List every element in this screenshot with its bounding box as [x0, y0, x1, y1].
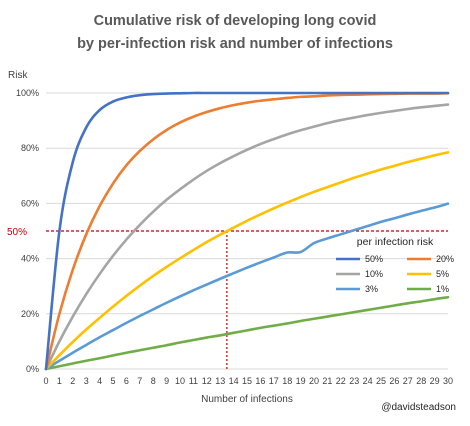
y-tick-label-3: 60%	[21, 198, 39, 208]
x-tick-label-2: 2	[70, 376, 75, 386]
x-tick-label-25: 25	[376, 376, 386, 386]
y-tick-label-1: 20%	[21, 309, 39, 319]
y-tick-labels: 0% 20% 40% 60% 80% 100%	[16, 88, 39, 374]
x-tick-label-18: 18	[282, 376, 292, 386]
series-line-5pct	[44, 151, 450, 371]
x-tick-label-10: 10	[175, 376, 185, 386]
legend-label-10pct: 10%	[365, 269, 383, 279]
x-tick-label-26: 26	[389, 376, 399, 386]
x-tick-label-9: 9	[164, 376, 169, 386]
x-tick-label-30: 30	[443, 376, 453, 386]
y-tick-label-4: 80%	[21, 143, 39, 153]
y-tick-label-5: 100%	[16, 88, 39, 98]
x-tick-label-5: 5	[110, 376, 115, 386]
legend-label-1pct: 1%	[436, 284, 449, 294]
y-axis-label: Risk	[8, 70, 28, 81]
x-tick-label-3: 3	[84, 376, 89, 386]
chart-title-line-2: by per-infection risk and number of infe…	[77, 36, 393, 52]
x-tick-label-15: 15	[242, 376, 252, 386]
x-tick-label-16: 16	[255, 376, 265, 386]
x-tick-label-27: 27	[403, 376, 413, 386]
x-tick-label-20: 20	[309, 376, 319, 386]
chart-title-line-1: Cumulative risk of developing long covid	[94, 13, 377, 29]
x-tick-label-24: 24	[363, 376, 373, 386]
y-tick-label-2: 40%	[21, 254, 39, 264]
x-tick-label-0: 0	[43, 376, 48, 386]
legend: per infection risk 50% 20% 10% 5% 3% 1%	[336, 236, 454, 294]
legend-label-50pct: 50%	[365, 254, 383, 264]
x-tick-label-17: 17	[269, 376, 279, 386]
series-line-1pct	[44, 295, 450, 371]
reference-label-0: 50%	[7, 227, 27, 238]
x-tick-label-28: 28	[416, 376, 426, 386]
x-tick-label-6: 6	[124, 376, 129, 386]
x-tick-label-29: 29	[430, 376, 440, 386]
x-axis-label: Number of infections	[201, 394, 293, 405]
series-line-10pct	[44, 103, 450, 371]
annotation-layer: 50%	[7, 227, 448, 369]
legend-label-20pct: 20%	[436, 254, 454, 264]
series-line-3pct	[44, 202, 450, 371]
x-tick-label-7: 7	[137, 376, 142, 386]
x-tick-label-13: 13	[215, 376, 225, 386]
x-tick-label-19: 19	[296, 376, 306, 386]
series-layer	[44, 91, 450, 371]
legend-label-5pct: 5%	[436, 269, 449, 279]
series-line-50pct	[44, 91, 450, 371]
x-tick-label-22: 22	[336, 376, 346, 386]
x-tick-label-14: 14	[229, 376, 239, 386]
x-tick-label-4: 4	[97, 376, 102, 386]
x-tick-label-11: 11	[189, 376, 198, 386]
x-tick-label-8: 8	[151, 376, 156, 386]
x-tick-label-21: 21	[322, 376, 332, 386]
y-tick-label-0: 0%	[26, 364, 39, 374]
legend-label-3pct: 3%	[365, 284, 378, 294]
x-tick-label-23: 23	[349, 376, 359, 386]
legend-title: per infection risk	[357, 236, 434, 248]
x-tick-label-1: 1	[57, 376, 62, 386]
x-tick-label-12: 12	[202, 376, 212, 386]
author-credit: @davidsteadson	[381, 402, 456, 413]
x-tick-labels: 0 1 2 3 4 5 6 7 8 9 10 11 12 13 14 15 16 17 18 19 20 21 22 23 24…	[43, 376, 453, 386]
